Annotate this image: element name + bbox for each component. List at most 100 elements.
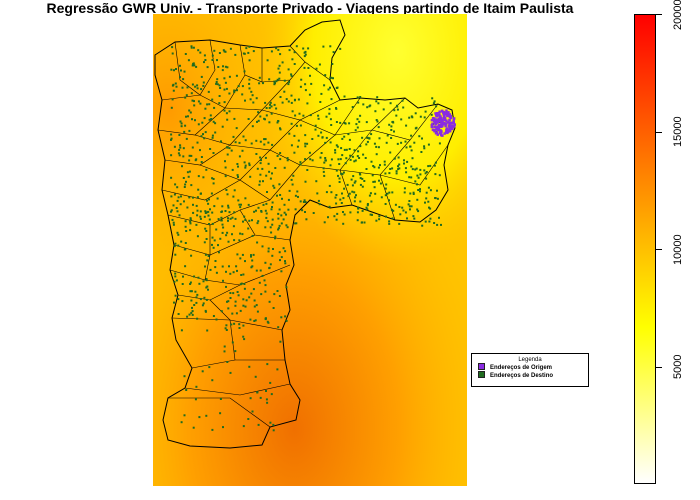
destination-point: [299, 124, 302, 127]
destination-point: [405, 171, 408, 174]
destination-point: [208, 198, 210, 201]
destination-point: [211, 54, 214, 57]
destination-point: [342, 197, 345, 200]
destination-point: [258, 82, 261, 85]
destination-point: [243, 161, 246, 164]
origin-point: [443, 123, 446, 126]
destination-point: [368, 194, 371, 197]
destination-point: [395, 114, 398, 117]
destination-point: [203, 296, 206, 299]
destination-point: [401, 206, 404, 209]
destination-point: [193, 100, 195, 103]
destination-point: [193, 104, 196, 107]
destination-point: [238, 239, 241, 242]
destination-point: [278, 224, 281, 227]
destination-point: [197, 123, 200, 126]
destination-point: [224, 65, 227, 68]
destination-point: [182, 147, 185, 150]
destination-point: [228, 147, 231, 150]
destination-point: [192, 62, 195, 65]
destination-point: [362, 103, 365, 106]
destination-point: [241, 149, 244, 152]
destination-point: [427, 143, 430, 146]
destination-point: [207, 288, 209, 291]
destination-point: [174, 242, 177, 245]
destination-point: [229, 47, 232, 50]
origin-point: [444, 111, 448, 115]
destination-point: [374, 192, 377, 195]
destination-point: [270, 231, 273, 234]
destination-point: [357, 207, 360, 210]
destination-point: [388, 199, 390, 202]
destination-point: [332, 51, 335, 54]
destination-point: [174, 272, 177, 275]
destination-point: [410, 134, 413, 137]
destination-point: [263, 138, 266, 141]
destination-point: [235, 312, 238, 315]
destination-point: [236, 89, 238, 92]
destination-point: [265, 202, 268, 205]
destination-point: [265, 107, 268, 109]
destination-point: [231, 341, 234, 344]
destination-point: [424, 201, 426, 204]
destination-point: [220, 211, 223, 213]
destination-point: [264, 284, 267, 287]
destination-point: [400, 141, 403, 144]
destination-point: [209, 208, 211, 211]
destination-point: [424, 172, 427, 175]
destination-point: [265, 390, 267, 392]
destination-point: [287, 83, 290, 86]
destination-point: [258, 180, 261, 183]
destination-point: [203, 241, 206, 244]
destination-point: [366, 136, 369, 139]
destination-point: [273, 83, 276, 86]
destination-point: [179, 120, 182, 123]
destination-point: [226, 231, 229, 234]
origin-point: [435, 118, 439, 122]
destination-point: [303, 55, 306, 58]
destination-point: [306, 102, 309, 105]
destination-point: [178, 214, 181, 217]
destination-point: [438, 216, 440, 219]
destination-point: [398, 222, 401, 225]
destination-point: [434, 173, 437, 176]
destination-point: [375, 219, 378, 222]
destination-point: [299, 200, 302, 203]
destination-point: [170, 68, 173, 71]
destination-point: [201, 121, 204, 124]
destination-point: [188, 129, 191, 132]
destination-point: [202, 176, 205, 179]
destination-point: [223, 88, 226, 91]
destination-point: [261, 245, 264, 248]
origin-point: [433, 125, 436, 129]
destination-point: [266, 401, 269, 404]
destination-point: [296, 190, 299, 193]
destination-point: [229, 272, 232, 275]
destination-point: [219, 87, 222, 89]
destination-point: [184, 183, 187, 186]
destination-point: [365, 143, 368, 146]
destination-point: [285, 213, 287, 216]
destination-point: [198, 282, 201, 285]
destination-point: [237, 199, 240, 202]
destination-point: [282, 247, 285, 250]
destination-point: [196, 293, 199, 296]
origin-point: [433, 128, 436, 132]
destination-point: [306, 169, 309, 171]
destination-point: [200, 161, 203, 163]
origin-point: [448, 129, 452, 133]
destination-point: [191, 306, 193, 309]
destination-point: [297, 139, 300, 142]
origin-point: [440, 130, 443, 133]
destination-point: [406, 217, 408, 220]
destination-point: [183, 130, 186, 133]
destination-point: [416, 174, 419, 177]
destination-point: [394, 203, 397, 206]
destination-point: [366, 106, 369, 109]
destination-point: [270, 208, 273, 211]
destination-point: [308, 93, 311, 96]
destination-point: [252, 288, 255, 291]
destination-point: [211, 98, 214, 101]
destination-point: [225, 189, 228, 191]
destination-point: [275, 107, 278, 110]
